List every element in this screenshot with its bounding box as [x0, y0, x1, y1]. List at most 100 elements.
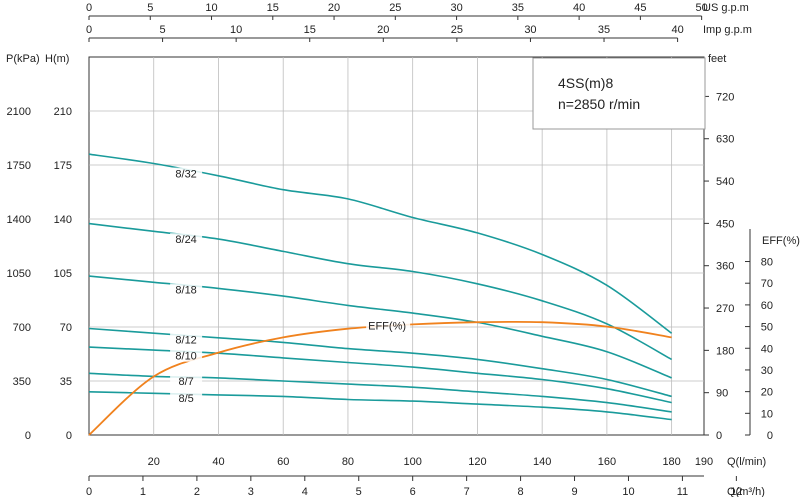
- curve-label-background: [170, 392, 203, 405]
- bottom-axis-tick-label: 8: [518, 486, 524, 497]
- top-axis-tick-label: 0: [86, 24, 92, 36]
- y-label-feet: feet: [708, 53, 726, 65]
- top-axis-tick-label: 45: [634, 2, 646, 14]
- axes: 20 40 60 80 100 120 140 160 180 19000353507070010…: [7, 2, 773, 497]
- y-tick-label-pressure: 0: [25, 430, 31, 442]
- curve-label-background: [170, 167, 203, 180]
- curve-label-8-7: 8/7: [178, 376, 193, 388]
- top-axis-tick-label: 25: [389, 2, 401, 14]
- bottom-axis-tick-label: 10: [622, 486, 634, 497]
- y-tick-label-feet: 360: [716, 261, 734, 273]
- curve-labels: 8/32 8/24 8/18 8/12 8/10 8/7 8/5 EFF(%): [170, 167, 411, 405]
- top-axis-tick-label: 15: [267, 2, 279, 14]
- curve-label-background: [170, 349, 203, 362]
- top-axis-tick-label: 15: [304, 24, 316, 36]
- title-box: 4SS(m)8 n=2850 r/min: [532, 57, 706, 130]
- top-axis-tick-label: 35: [512, 2, 524, 14]
- curve-label-8-12: 8/12: [175, 334, 196, 346]
- curve-label-8-32: 8/32: [175, 169, 196, 181]
- bottom-axis-tick-label: 9: [571, 486, 577, 497]
- y-label-efficiency: EFF(%): [762, 235, 800, 247]
- y-tick-label-pressure: 1400: [7, 214, 31, 226]
- y-tick-label-head: 140: [54, 214, 72, 226]
- y-tick-label-feet: 720: [716, 91, 734, 103]
- top-axis-tick-label: 20: [328, 2, 340, 14]
- x-label-lmin: Q(l/min): [727, 456, 766, 468]
- bottom-axis-tick-label: 4: [302, 486, 308, 497]
- x-tick-label: 20: [148, 456, 160, 468]
- y-tick-label-head: 70: [60, 322, 72, 334]
- top-axis-imp-label: Imp g.p.m: [703, 24, 752, 36]
- bottom-axis-tick-label: 1: [140, 486, 146, 497]
- x-tick-label: 40: [212, 456, 224, 468]
- bottom-axis-tick-label: 3: [248, 486, 254, 497]
- top-axis-tick-label: 30: [524, 24, 536, 36]
- y-label-pressure: P(kPa): [6, 53, 40, 65]
- bottom-axis-tick-label: 2: [194, 486, 200, 497]
- y-tick-label-efficiency: 20: [761, 387, 773, 399]
- top-axis-tick-label: 0: [86, 2, 92, 14]
- y-tick-label-feet: 630: [716, 134, 734, 146]
- top-axis-tick-label: 20: [377, 24, 389, 36]
- y-tick-label-efficiency: 80: [761, 257, 773, 269]
- bottom-axis-tick-label: 12: [730, 486, 742, 497]
- x-tick-label: 180: [662, 456, 680, 468]
- x-tick-label: 120: [468, 456, 486, 468]
- x-tick-label: 60: [277, 456, 289, 468]
- bottom-axis-tick-label: 0: [86, 486, 92, 497]
- top-axis-tick-label: 10: [230, 24, 242, 36]
- top-axis-tick-label: 5: [147, 2, 153, 14]
- y-label-head: H(m): [45, 53, 69, 65]
- top-axis-tick-label: 5: [160, 24, 166, 36]
- curve-label-background: [170, 333, 203, 346]
- y-tick-label-efficiency: 0: [767, 430, 773, 442]
- grid: [88, 56, 705, 436]
- y-tick-label-feet: 450: [716, 218, 734, 230]
- curve-label-8-5: 8/5: [178, 393, 193, 405]
- bottom-axis-tick-label: 7: [464, 486, 470, 497]
- curve-label-background: [170, 283, 203, 296]
- y-tick-label-efficiency: 40: [761, 343, 773, 355]
- curve-label-background: [170, 375, 203, 388]
- y-tick-label-pressure: 2100: [7, 106, 31, 118]
- y-tick-label-head: 105: [54, 268, 72, 280]
- y-tick-label-feet: 540: [716, 176, 734, 188]
- top-axis-tick-label: 25: [451, 24, 463, 36]
- x-tick-label: 100: [404, 456, 422, 468]
- y-tick-label-efficiency: 10: [761, 408, 773, 420]
- plot-frame: [88, 56, 705, 436]
- y-tick-label-pressure: 350: [13, 376, 31, 388]
- efficiency-label-background: [366, 319, 411, 332]
- chart-title: 4SS(m)8: [558, 75, 613, 91]
- y-tick-label-feet: 180: [716, 345, 734, 357]
- top-axis-tick-label: 10: [205, 2, 217, 14]
- curve-label-background: [170, 233, 203, 246]
- top-axis-tick-label: 40: [573, 2, 585, 14]
- y-tick-label-feet: 90: [716, 388, 728, 400]
- y-tick-label-head: 210: [54, 106, 72, 118]
- x-tick-label: 160: [598, 456, 616, 468]
- x-label-m3h: Q(m³/h): [727, 486, 765, 497]
- top-axis-tick-label: 35: [598, 24, 610, 36]
- curve-label-8-10: 8/10: [175, 351, 196, 363]
- efficiency-curve-label: EFF(%): [368, 321, 406, 333]
- top-axis-tick-label: 30: [450, 2, 462, 14]
- x-tick-label: 190: [695, 456, 713, 468]
- y-tick-label-efficiency: 50: [761, 322, 773, 334]
- curve-label-8-18: 8/18: [175, 284, 196, 296]
- chart-subtitle: n=2850 r/min: [558, 96, 640, 112]
- y-tick-label-head: 0: [66, 430, 72, 442]
- y-tick-label-feet: 0: [716, 430, 722, 442]
- y-tick-label-feet: 270: [716, 303, 734, 315]
- y-tick-label-efficiency: 60: [761, 300, 773, 312]
- bottom-axis-tick-label: 11: [677, 486, 688, 497]
- x-tick-label: 80: [342, 456, 354, 468]
- curve-label-8-24: 8/24: [175, 234, 196, 246]
- y-tick-label-efficiency: 30: [761, 365, 773, 377]
- y-tick-label-head: 175: [54, 160, 72, 172]
- bottom-axis-tick-label: 6: [410, 486, 416, 497]
- top-axis-us-label: US g.p.m: [703, 2, 749, 14]
- y-tick-label-pressure: 700: [13, 322, 31, 334]
- x-tick-label: 140: [533, 456, 551, 468]
